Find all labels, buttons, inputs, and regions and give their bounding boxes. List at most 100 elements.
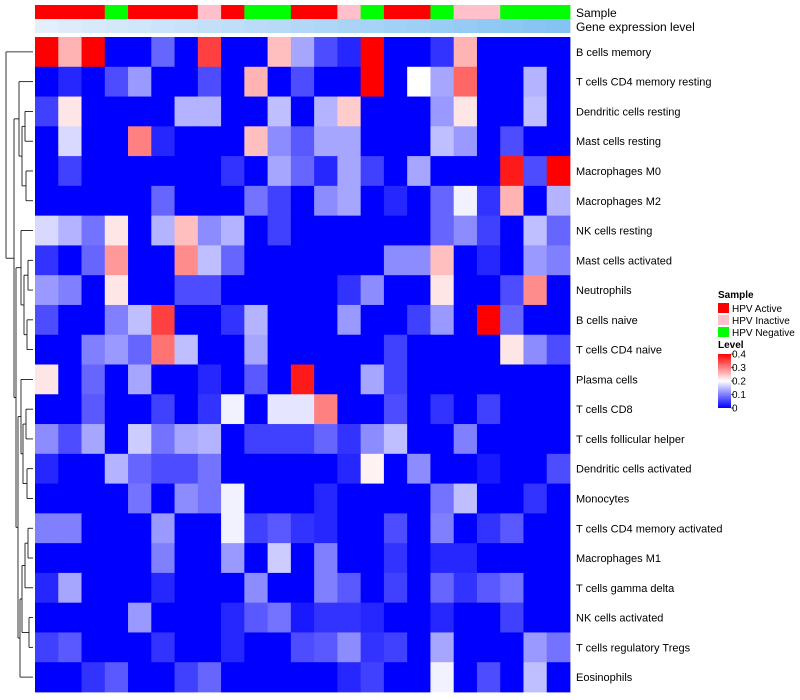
- heatmap-cell: [104, 304, 129, 336]
- heatmap-cell: [500, 394, 524, 425]
- heatmap-cell: [430, 156, 455, 187]
- heatmap-cell: [197, 453, 222, 484]
- heatmap-cell: [197, 424, 222, 455]
- heatmap-cell: [174, 304, 199, 336]
- heatmap-cell: [383, 632, 408, 663]
- heatmap-cell: [453, 215, 478, 246]
- heatmap-cell: [244, 245, 269, 276]
- heatmap-cell: [81, 185, 106, 217]
- heatmap-cell: [221, 662, 245, 693]
- heatmap-cell: [407, 126, 431, 157]
- heatmap-cell: [81, 364, 106, 395]
- heatmap-cell: [58, 513, 82, 544]
- heatmap-cell: [453, 483, 478, 514]
- heatmap-cell: [337, 572, 362, 604]
- heatmap-cell: [267, 215, 292, 246]
- heatmap-cell: [337, 156, 362, 187]
- heatmap-cell: [174, 245, 199, 276]
- heatmap-cell: [546, 364, 571, 395]
- heatmap-cell: [81, 334, 106, 365]
- heatmap-cell: [128, 602, 152, 633]
- heatmap-cell: [221, 334, 245, 365]
- heatmap-cell: [197, 632, 222, 663]
- heatmap-cell: [151, 334, 175, 365]
- heatmap-cell: [546, 334, 571, 365]
- heatmap-cell: [221, 483, 245, 514]
- heatmap-cell: [453, 245, 478, 276]
- expression-annotation-cell: [35, 19, 59, 33]
- heatmap-cell: [35, 126, 59, 157]
- expression-annotation-cell: [267, 19, 292, 33]
- heatmap-cell: [221, 215, 245, 246]
- heatmap-cell: [81, 662, 106, 693]
- heatmap-cell: [151, 37, 175, 68]
- heatmap-cell: [221, 424, 245, 455]
- heatmap-cell: [476, 156, 501, 187]
- sample-annotation-cell: [337, 5, 362, 19]
- heatmap-cell: [407, 602, 431, 633]
- heatmap-cell: [35, 215, 59, 246]
- heatmap-cell: [81, 66, 106, 97]
- expression-annotation-cell: [151, 19, 175, 33]
- heatmap-cell: [221, 632, 245, 663]
- heatmap-cell: [35, 96, 59, 127]
- heatmap-cell: [430, 394, 455, 425]
- heatmap-cell: [476, 275, 501, 306]
- heatmap-cell: [81, 37, 106, 68]
- heatmap-cell: [500, 364, 524, 395]
- heatmap-cell: [337, 602, 362, 633]
- heatmap-cell: [151, 156, 175, 187]
- sample-annotation-cell: [104, 5, 129, 19]
- heatmap-cell: [221, 156, 245, 187]
- heatmap-cell: [81, 156, 106, 187]
- heatmap-cell: [314, 215, 338, 246]
- heatmap-cell: [128, 394, 152, 425]
- heatmap-cell: [314, 364, 338, 395]
- heatmap-cell: [244, 185, 269, 217]
- sample-annotation-cell: [58, 5, 82, 19]
- sample-annotation-cell: [197, 5, 222, 19]
- heatmap-cell: [128, 126, 152, 157]
- heatmap-cell: [337, 632, 362, 663]
- heatmap-cell: [476, 364, 501, 395]
- heatmap-cell: [476, 572, 501, 604]
- heatmap-cell: [244, 126, 269, 157]
- heatmap-cell: [267, 662, 292, 693]
- heatmap-cell: [267, 185, 292, 217]
- row-label: Plasma cells: [576, 374, 638, 386]
- heatmap-cell: [314, 513, 338, 544]
- heatmap-cell: [453, 185, 478, 217]
- heatmap-cell: [430, 662, 455, 693]
- heatmap-cell: [360, 453, 385, 484]
- row-label: T cells CD4 memory resting: [576, 77, 712, 89]
- heatmap-cell: [174, 602, 199, 633]
- heatmap-cell: [314, 37, 338, 68]
- heatmap-cell: [128, 304, 152, 336]
- heatmap-cell: [523, 185, 548, 217]
- heatmap-cell: [197, 394, 222, 425]
- heatmap-cell: [546, 483, 571, 514]
- expression-annotation-label: Gene expression level: [576, 20, 695, 34]
- sample-annotation-cell: [453, 5, 478, 19]
- heatmap-cell: [383, 662, 408, 693]
- heatmap-cell: [523, 543, 548, 574]
- heatmap-cell: [337, 275, 362, 306]
- heatmap-cell: [430, 513, 455, 544]
- heatmap-cell: [476, 215, 501, 246]
- heatmap-cell: [244, 334, 269, 365]
- heatmap-cell: [407, 483, 431, 514]
- heatmap-cell: [58, 245, 82, 276]
- heatmap-cell: [104, 543, 129, 574]
- heatmap-cell: [267, 334, 292, 365]
- row-label: T cells CD4 memory activated: [576, 523, 723, 535]
- heatmap-cell: [383, 453, 408, 484]
- level-legend-tick-label: 0.4: [732, 350, 746, 361]
- heatmap-cell: [500, 632, 524, 663]
- heatmap-cell: [197, 37, 222, 68]
- row-label: Dendritic cells activated: [576, 464, 692, 476]
- heatmap-cell: [500, 66, 524, 97]
- heatmap-cell: [430, 66, 455, 97]
- heatmap-cell: [476, 483, 501, 514]
- heatmap-cell: [360, 185, 385, 217]
- heatmap-cell: [383, 304, 408, 336]
